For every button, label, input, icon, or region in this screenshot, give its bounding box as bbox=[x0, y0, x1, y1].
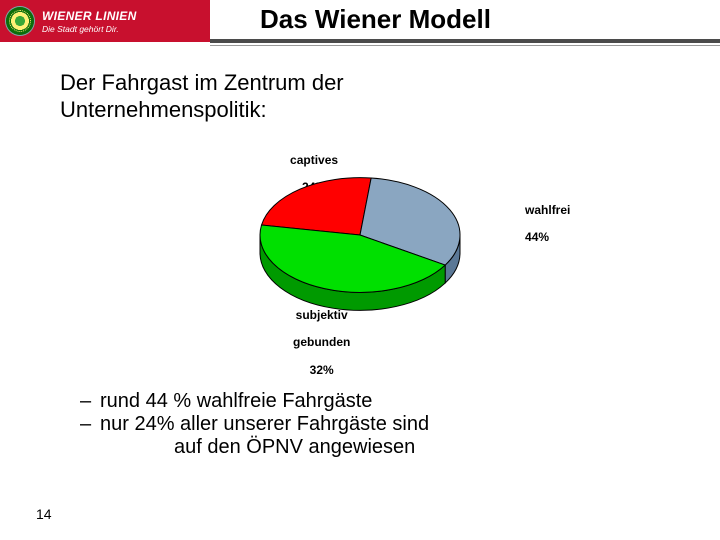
page-title: Das Wiener Modell bbox=[260, 4, 491, 35]
pie-svg bbox=[250, 170, 490, 330]
bullet-text: nur 24% aller unserer Fahrgäste sind bbox=[100, 413, 429, 436]
slide: WIENER LINIEN Die Stadt gehört Dir. Das … bbox=[0, 0, 720, 540]
brand-name: WIENER LINIEN bbox=[42, 9, 137, 23]
page-number: 14 bbox=[36, 506, 52, 522]
brand-tagline: Die Stadt gehört Dir. bbox=[42, 24, 137, 34]
brand-block: WIENER LINIEN Die Stadt gehört Dir. bbox=[0, 0, 210, 42]
pie-chart: captives 24% wahlfrei 44% subjektiv gebu… bbox=[155, 140, 585, 340]
bullet-item: – nur 24% aller unserer Fahrgäste sind bbox=[80, 413, 429, 436]
brand-text: WIENER LINIEN Die Stadt gehört Dir. bbox=[42, 9, 137, 34]
header-rule-thin bbox=[210, 45, 720, 46]
bullet-dash-icon: – bbox=[80, 413, 100, 436]
bullet-text: rund 44 % wahlfreie Fahrgäste bbox=[100, 390, 372, 413]
subtitle: Der Fahrgast im Zentrum der Unternehmens… bbox=[60, 70, 344, 124]
subtitle-line2: Unternehmenspolitik: bbox=[60, 97, 267, 122]
bullet-continuation: auf den ÖPNV angewiesen bbox=[174, 436, 429, 459]
subtitle-line1: Der Fahrgast im Zentrum der bbox=[60, 70, 344, 95]
bullet-dash-icon: – bbox=[80, 390, 100, 413]
bullet-list: – rund 44 % wahlfreie Fahrgäste – nur 24… bbox=[80, 390, 429, 459]
pie-label-wahlfrei: wahlfrei 44% bbox=[505, 190, 570, 259]
header-rule-thick bbox=[210, 39, 720, 43]
title-zone: Das Wiener Modell bbox=[210, 0, 720, 48]
bullet-item: – rund 44 % wahlfreie Fahrgäste bbox=[80, 390, 429, 413]
wiener-linien-logo-icon bbox=[6, 7, 34, 35]
header-bar: WIENER LINIEN Die Stadt gehört Dir. Das … bbox=[0, 0, 720, 42]
